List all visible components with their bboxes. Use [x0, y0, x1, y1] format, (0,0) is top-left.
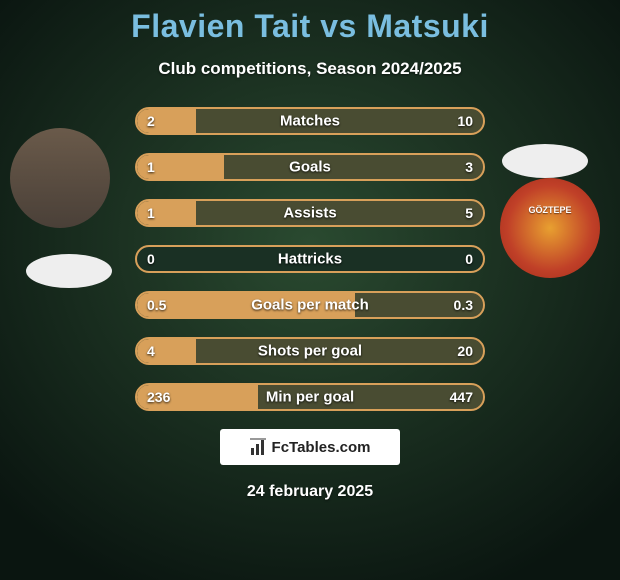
stat-label: Assists [283, 205, 336, 222]
player-left-avatar [10, 128, 110, 228]
stat-value-right: 20 [457, 343, 473, 359]
stat-row: 4 20 Shots per goal [135, 337, 485, 365]
fctables-logo: FcTables.com [220, 429, 400, 465]
stat-value-left: 2 [147, 113, 155, 129]
bar-right-fill [196, 201, 483, 225]
stat-value-right: 447 [450, 389, 473, 405]
player-right-club-badge: GÖZTEPE [500, 178, 600, 278]
stat-value-left: 1 [147, 205, 155, 221]
logo-text: FcTables.com [272, 439, 371, 456]
bar-left-fill [137, 109, 196, 133]
player-left-flag [26, 254, 112, 288]
stat-value-right: 10 [457, 113, 473, 129]
stat-label: Hattricks [278, 251, 342, 268]
stat-value-right: 5 [465, 205, 473, 221]
stat-row: 1 3 Goals [135, 153, 485, 181]
stat-value-left: 4 [147, 343, 155, 359]
stat-label: Matches [280, 113, 340, 130]
stat-row: 0 0 Hattricks [135, 245, 485, 273]
stat-value-left: 1 [147, 159, 155, 175]
date-label: 24 february 2025 [0, 483, 620, 501]
stat-row: 236 447 Min per goal [135, 383, 485, 411]
stat-value-right: 0 [465, 251, 473, 267]
stat-value-left: 236 [147, 389, 170, 405]
stat-label: Shots per goal [258, 343, 362, 360]
stat-row: 0.5 0.3 Goals per match [135, 291, 485, 319]
stat-value-left: 0.5 [147, 297, 166, 313]
bar-right-fill [224, 155, 484, 179]
page-title: Flavien Tait vs Matsuki [0, 0, 620, 45]
club-badge-label: GÖZTEPE [528, 205, 571, 215]
stat-label: Goals per match [251, 297, 369, 314]
stat-row: 2 10 Matches [135, 107, 485, 135]
stats-container: 2 10 Matches 1 3 Goals 1 5 Assists 0 0 Hattricks 0.5… [135, 107, 485, 411]
player-right-flag [502, 144, 588, 178]
stat-label: Min per goal [266, 389, 354, 406]
stat-value-left: 0 [147, 251, 155, 267]
stat-label: Goals [289, 159, 331, 176]
bar-left-fill [137, 339, 196, 363]
stat-value-right: 3 [465, 159, 473, 175]
stat-row: 1 5 Assists [135, 199, 485, 227]
subtitle: Club competitions, Season 2024/2025 [0, 59, 620, 79]
bar-left-fill [137, 201, 196, 225]
stat-value-right: 0.3 [454, 297, 473, 313]
bar-chart-icon [250, 438, 268, 456]
